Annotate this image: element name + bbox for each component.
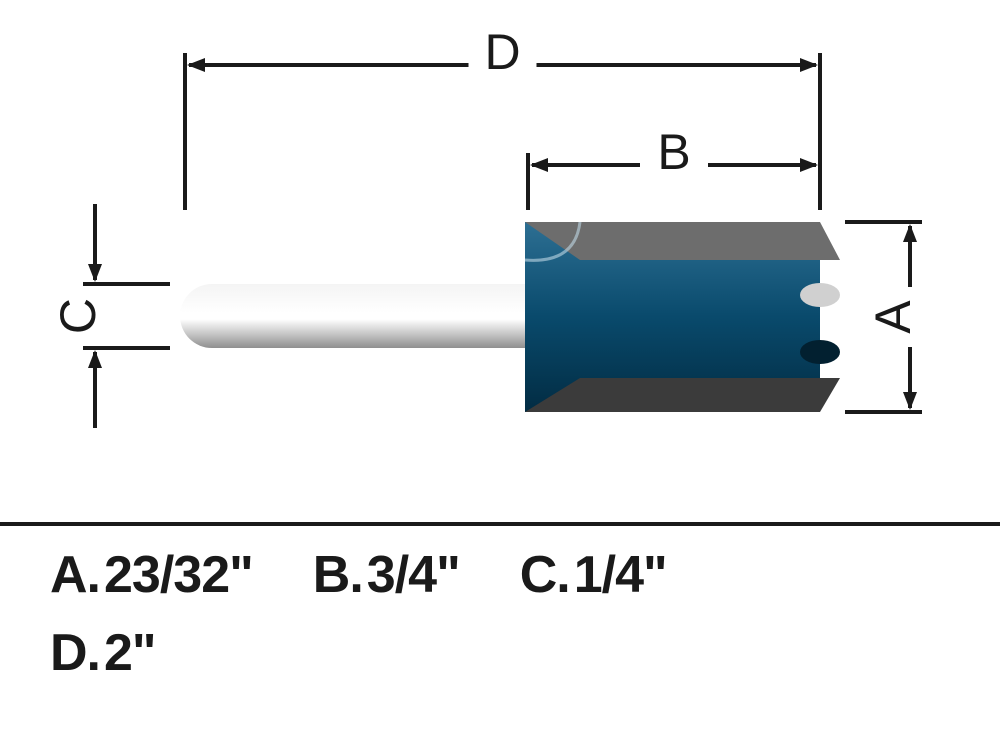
- legend-value: 2": [104, 624, 156, 682]
- dimension-legend: A.23/32" B.3/4" C.1/4" D.2": [50, 545, 950, 701]
- legend-value: 3/4": [367, 546, 460, 604]
- legend-item-b: B.3/4": [313, 545, 460, 605]
- svg-text:D: D: [484, 24, 520, 80]
- horizontal-divider: [0, 522, 1000, 526]
- legend-item-d: D.2": [50, 623, 156, 683]
- svg-text:B: B: [657, 124, 690, 180]
- router-bit-diagram: D B A C: [0, 0, 1000, 520]
- diagram-area: D B A C: [0, 0, 1000, 520]
- svg-text:A: A: [865, 300, 921, 334]
- legend-value: 23/32": [104, 546, 253, 604]
- legend-key: C.: [520, 546, 570, 604]
- legend-key: B.: [313, 546, 363, 604]
- legend-row-1: A.23/32" B.3/4" C.1/4": [50, 545, 950, 605]
- legend-key: A.: [50, 546, 100, 604]
- legend-key: D.: [50, 624, 100, 682]
- legend-item-c: C.1/4": [520, 545, 667, 605]
- legend-value: 1/4": [574, 546, 667, 604]
- legend-row-2: D.2": [50, 623, 950, 683]
- page: D B A C A.23/32" B.3/4" C.1/4" D.2": [0, 0, 1000, 750]
- svg-text:C: C: [50, 298, 106, 334]
- legend-item-a: A.23/32": [50, 545, 253, 605]
